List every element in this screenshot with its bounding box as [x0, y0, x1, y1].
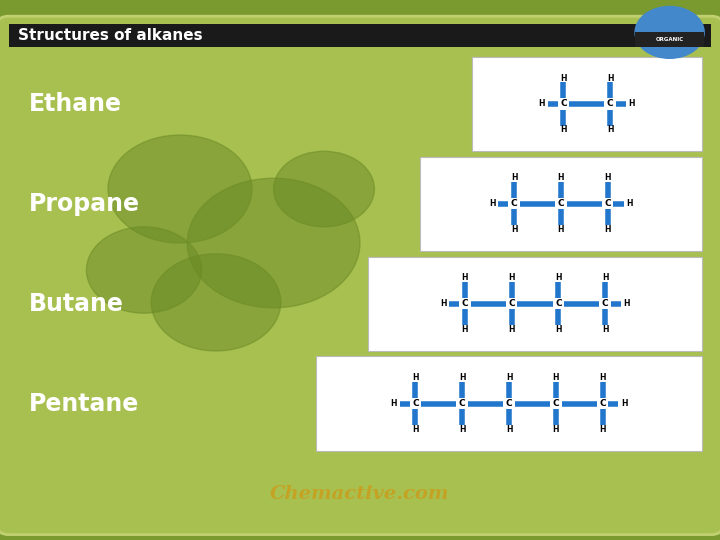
- Text: C: C: [599, 399, 606, 408]
- Text: H: H: [621, 399, 628, 408]
- Text: H: H: [459, 425, 466, 434]
- Text: H: H: [604, 225, 611, 234]
- Text: Butane: Butane: [29, 292, 124, 316]
- Text: Structures of alkanes: Structures of alkanes: [18, 28, 202, 43]
- Text: H: H: [440, 299, 446, 308]
- Text: H: H: [459, 373, 466, 382]
- Text: C: C: [552, 399, 559, 408]
- Text: H: H: [602, 325, 608, 334]
- Text: C: C: [560, 99, 567, 109]
- Text: C: C: [412, 399, 419, 408]
- Text: H: H: [412, 373, 419, 382]
- Text: H: H: [557, 225, 564, 234]
- Text: H: H: [505, 425, 513, 434]
- Text: H: H: [626, 199, 633, 208]
- Text: H: H: [602, 273, 608, 282]
- Text: H: H: [552, 425, 559, 434]
- Text: ORGANIC: ORGANIC: [655, 37, 684, 42]
- Bar: [420, 157, 702, 251]
- Text: C: C: [604, 199, 611, 208]
- Text: H: H: [560, 125, 567, 134]
- FancyBboxPatch shape: [0, 16, 720, 535]
- Bar: [635, 32, 704, 47]
- Text: H: H: [462, 325, 468, 334]
- Text: H: H: [508, 273, 515, 282]
- Bar: [316, 356, 702, 451]
- Text: H: H: [599, 373, 606, 382]
- Text: C: C: [462, 299, 468, 308]
- Text: H: H: [599, 425, 606, 434]
- Text: Pentane: Pentane: [29, 392, 139, 416]
- Text: H: H: [552, 373, 559, 382]
- Text: H: H: [555, 273, 562, 282]
- Text: C: C: [607, 99, 613, 109]
- Bar: [9, 24, 711, 47]
- Text: H: H: [557, 173, 564, 183]
- Text: H: H: [624, 299, 630, 308]
- Text: H: H: [560, 73, 567, 83]
- Text: H: H: [505, 373, 513, 382]
- Text: H: H: [390, 399, 397, 408]
- Circle shape: [108, 135, 252, 243]
- Text: Chemactive.com: Chemactive.com: [270, 485, 450, 503]
- Circle shape: [187, 178, 360, 308]
- Text: C: C: [505, 399, 513, 408]
- Text: H: H: [604, 173, 611, 183]
- Text: H: H: [462, 273, 468, 282]
- Bar: [368, 256, 702, 351]
- Circle shape: [635, 6, 704, 58]
- Text: C: C: [557, 199, 564, 208]
- Text: C: C: [602, 299, 608, 308]
- Text: C: C: [459, 399, 466, 408]
- Text: H: H: [555, 325, 562, 334]
- Text: H: H: [607, 73, 613, 83]
- Circle shape: [151, 254, 281, 351]
- Circle shape: [86, 227, 202, 313]
- Text: H: H: [607, 125, 613, 134]
- Text: H: H: [489, 199, 496, 208]
- Text: H: H: [510, 173, 518, 183]
- Text: C: C: [510, 199, 518, 208]
- Text: H: H: [412, 425, 419, 434]
- Text: H: H: [539, 99, 545, 109]
- Text: C: C: [555, 299, 562, 308]
- Text: Ethane: Ethane: [29, 92, 122, 116]
- Text: H: H: [508, 325, 515, 334]
- Circle shape: [274, 151, 374, 227]
- Text: H: H: [629, 99, 635, 109]
- Text: H: H: [510, 225, 518, 234]
- Text: Propane: Propane: [29, 192, 140, 216]
- Text: C: C: [508, 299, 515, 308]
- Bar: [472, 57, 702, 151]
